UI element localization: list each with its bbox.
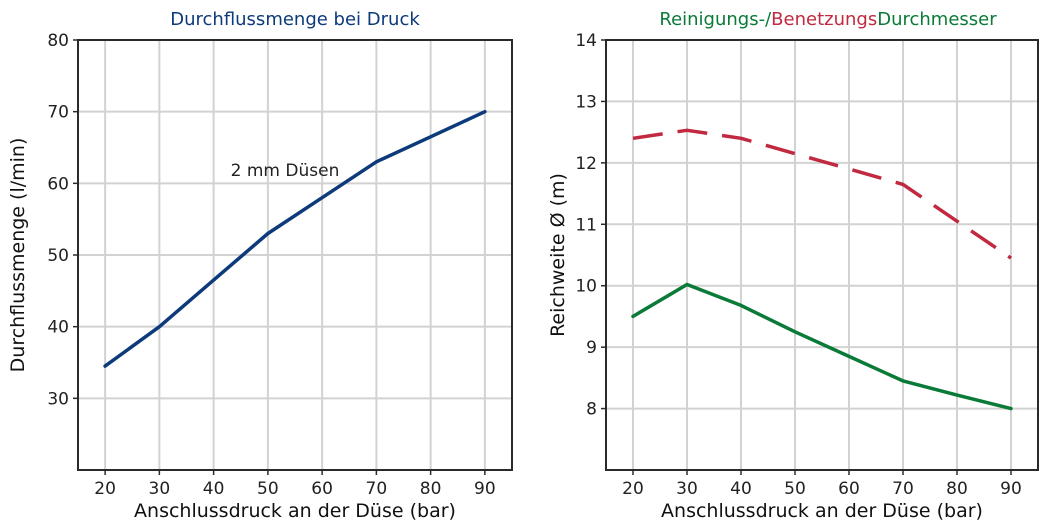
y-axis-label: Durchflussmenge (l/min) [7,138,29,373]
y-tick-label: 50 [47,246,69,266]
x-tick-label: 70 [366,479,388,499]
y-tick-label: 80 [47,31,69,51]
chart-2: 20 30 40 50 60 70 80 90 8 9 10 11 12 13 14 Anschlussdru… [547,9,1039,522]
x-tick-label: 40 [203,479,225,499]
x-tick-label: 90 [1000,479,1022,499]
x-tick-label: 30 [676,479,698,499]
y-tick-label: 14 [575,31,597,51]
y-tick-label: 11 [575,215,597,235]
series-line-1 [632,128,1012,260]
x-tick-label: 70 [892,479,914,499]
y-tick-label: 13 [575,92,597,112]
x-tick-label: 60 [311,479,333,499]
series-line-1 [103,109,487,368]
chart-title-part-2: Benetzungs [771,9,877,30]
series-line-2 [631,282,1013,411]
x-tick-label: 60 [838,479,860,499]
y-tick-label: 8 [586,400,597,420]
x-tick-label: 90 [474,479,496,499]
grid [78,39,512,470]
plot-frame [605,39,1039,471]
y-tick-label: 30 [47,389,69,409]
y-tick-label: 12 [575,154,597,174]
x-tick-label: 80 [420,479,442,499]
chart-title-part-1: Reinigungs-/ [659,9,772,30]
x-tick-label: 20 [94,479,116,499]
x-tick-label: 40 [730,479,752,499]
chart-title: Reinigungs-/BenetzungsDurchmesser [659,9,997,30]
chart-title-part-3: Durchmesser [877,9,997,30]
x-tick-label: 50 [257,479,279,499]
grid [606,39,1038,470]
chart-title: Durchflussmenge bei Druck [170,9,420,30]
y-tick-label: 60 [47,174,69,194]
chart-annotation: 2 mm Düsen [231,161,340,181]
x-tick-label: 50 [784,479,806,499]
y-tick-label: 40 [47,318,69,338]
x-tick-label: 30 [149,479,171,499]
x-axis-label: Anschlussdruck an der Düse (bar) [134,500,456,522]
x-axis-label: Anschlussdruck an der Düse (bar) [661,500,983,522]
x-tick-label: 80 [946,479,968,499]
y-tick-label: 70 [47,103,69,123]
y-axis-label: Reichweite Ø (m) [547,173,569,337]
y-tick-label: 9 [586,338,597,358]
x-tick-label: 20 [622,479,644,499]
y-tick-label: 10 [575,277,597,297]
chart-1: 20 30 40 50 60 70 80 90304050607080Anschlussdru… [7,9,513,522]
